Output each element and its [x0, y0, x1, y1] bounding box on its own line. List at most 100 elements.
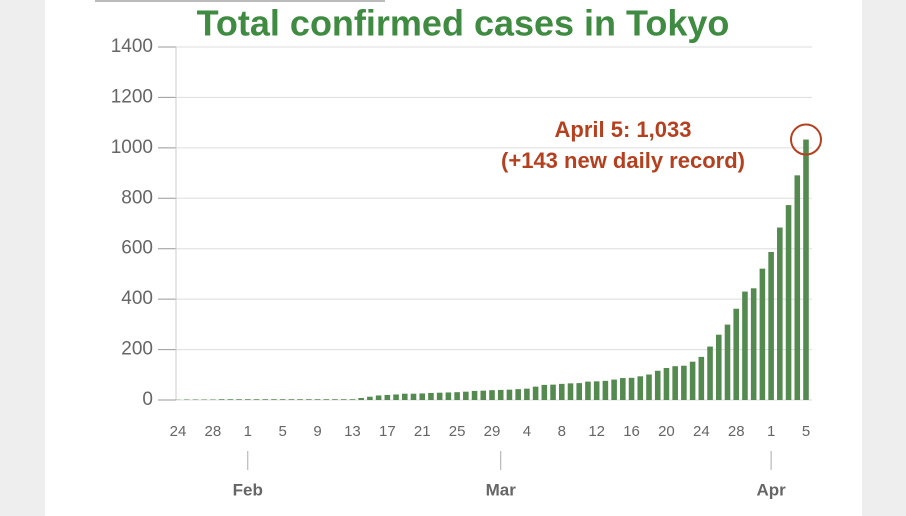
bar: [497, 389, 504, 400]
bar: [218, 399, 225, 400]
bar: [663, 367, 670, 400]
bar: [654, 370, 661, 400]
bar: [210, 399, 216, 400]
bar: [375, 395, 382, 400]
bar: [410, 393, 417, 400]
annotation: April 5: 1,033: [555, 117, 692, 142]
bar: [445, 392, 452, 400]
bar: [393, 394, 399, 400]
bar: [724, 324, 731, 400]
y-tick-label: 1200: [111, 86, 153, 107]
bar: [340, 399, 347, 400]
bar: [593, 381, 600, 400]
x-tick-label: 5: [802, 423, 810, 440]
x-tick-label: 17: [379, 423, 396, 440]
bar: [768, 251, 774, 400]
x-tick-label: 1: [244, 423, 252, 440]
bar: [558, 383, 565, 400]
y-tick-label: 1400: [111, 36, 153, 57]
bar: [785, 205, 792, 400]
month-label: Feb: [233, 480, 263, 499]
x-tick-label: 28: [205, 423, 222, 440]
x-tick-label: 5: [278, 423, 286, 440]
x-tick-label: 24: [170, 423, 187, 440]
bar: [262, 399, 269, 400]
bar: [576, 383, 583, 400]
bar: [803, 139, 809, 400]
bar: [401, 393, 408, 400]
x-tick-label: 28: [728, 423, 745, 440]
bar: [681, 365, 687, 400]
y-tick-label: 800: [121, 187, 153, 208]
x-tick-label: 25: [449, 423, 466, 440]
x-tick-label: 21: [414, 423, 431, 440]
bar: [742, 291, 748, 400]
bar: [288, 399, 295, 400]
bar: [794, 175, 801, 400]
annotation: (+143 new daily record): [501, 148, 745, 173]
bar: [384, 394, 391, 400]
bar: [480, 390, 487, 400]
bar: [715, 334, 722, 400]
bar: [192, 399, 199, 400]
y-tick-label: 200: [121, 339, 153, 360]
x-tick-label: 4: [523, 423, 531, 440]
bar: [628, 377, 635, 400]
bar: [689, 361, 696, 400]
bar: [323, 399, 330, 400]
bar: [314, 399, 321, 400]
top-bar: [95, 0, 385, 2]
x-tick-label: 13: [344, 423, 361, 440]
month-label: Mar: [486, 480, 517, 499]
bar: [227, 399, 234, 400]
bar: [672, 366, 678, 400]
bar: [532, 386, 539, 400]
chart-title: Total confirmed cases in Tokyo: [197, 3, 730, 44]
bar: [620, 378, 626, 400]
bar: [183, 399, 190, 400]
bar: [306, 399, 312, 400]
bar: [733, 308, 740, 400]
x-tick-label: 8: [558, 423, 566, 440]
y-tick-label: 0: [142, 389, 153, 410]
bar: [550, 384, 556, 400]
bar: [506, 389, 513, 400]
bar: [201, 399, 207, 400]
x-tick-label: 9: [313, 423, 321, 440]
bar: [707, 346, 713, 400]
bar: [567, 383, 574, 400]
bar: [279, 399, 286, 400]
highlight-circle: [790, 123, 822, 156]
bar: [611, 379, 617, 400]
bar: [358, 397, 364, 400]
bar: [471, 390, 478, 400]
bar: [637, 376, 644, 400]
bar: [524, 388, 530, 400]
bar: [436, 392, 443, 400]
bar: [349, 399, 356, 400]
bar: [602, 380, 609, 400]
bar: [585, 381, 591, 400]
x-tick-label: 16: [623, 423, 640, 440]
x-tick-label: 20: [658, 423, 675, 440]
bar: [244, 399, 251, 400]
bar: [419, 393, 426, 400]
bar: [759, 268, 766, 400]
bar: [367, 396, 373, 400]
bar: [489, 390, 495, 400]
x-tick-label: 29: [484, 423, 501, 440]
bar: [236, 399, 242, 400]
y-tick-label: 1000: [111, 137, 153, 158]
bar: [428, 392, 434, 400]
month-label: Apr: [756, 480, 786, 499]
bar: [463, 391, 469, 400]
bar: [271, 399, 277, 400]
bar: [646, 374, 652, 400]
x-tick-label: 24: [693, 423, 710, 440]
y-tick-label: 600: [121, 238, 153, 259]
bar: [515, 389, 521, 400]
bar: [541, 384, 548, 400]
bar: [454, 392, 460, 400]
